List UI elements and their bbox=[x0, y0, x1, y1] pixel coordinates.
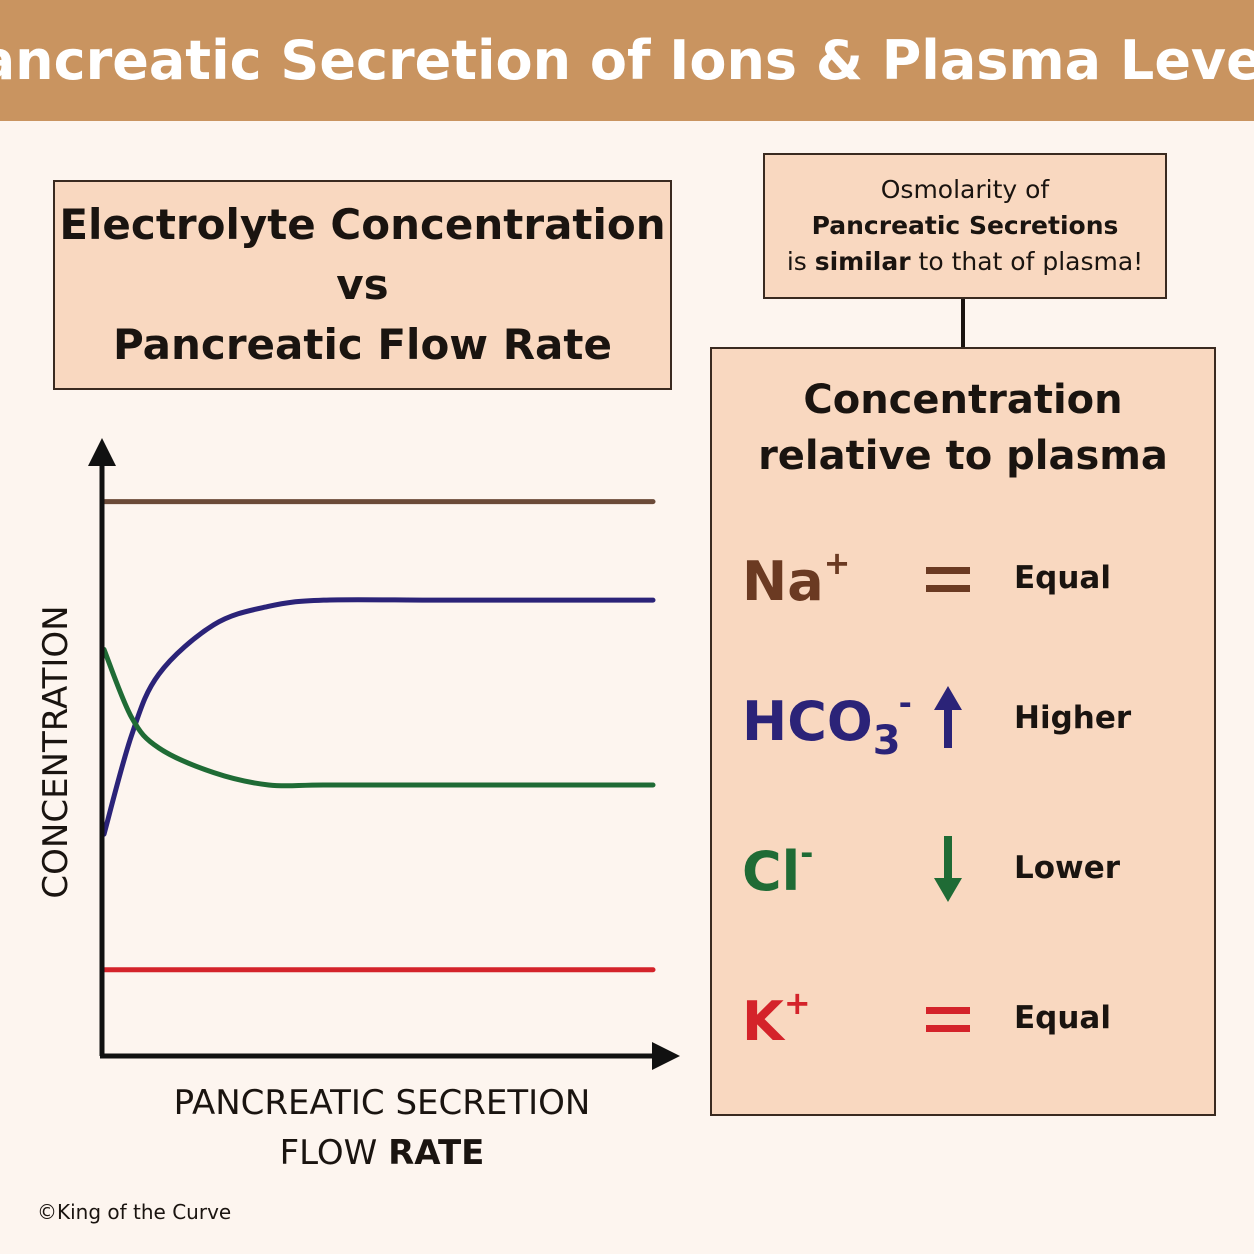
ion-symbol-potassium: K+ bbox=[742, 984, 811, 1053]
equals-icon bbox=[926, 1007, 970, 1032]
osmolarity-line2: Pancreatic Secretions bbox=[811, 211, 1119, 240]
arrow-up-icon bbox=[934, 686, 962, 748]
ion-symbol-bicarbonate: HCO3- bbox=[742, 684, 912, 764]
ion-symbol-chloride: Cl- bbox=[742, 834, 814, 903]
osmolarity-note: Osmolarity of Pancreatic Secretions is s… bbox=[763, 153, 1167, 299]
x-axis-label: PANCREATIC SECRETION FLOW RATE bbox=[173, 1083, 591, 1173]
chart-title-line2: vs bbox=[336, 260, 389, 309]
ion-label-sodium: Equal bbox=[1014, 560, 1111, 596]
relative-panel-title: Concentration relative to plasma bbox=[758, 377, 1168, 479]
arrow-down-icon bbox=[934, 836, 962, 902]
series-line-hco3 bbox=[101, 597, 656, 837]
chart-title-box: Electrolyte Concentration vs Pancreatic … bbox=[53, 180, 672, 390]
ion-row-bicarbonate: HCO3- Higher bbox=[710, 680, 1216, 764]
series-layer bbox=[101, 499, 656, 973]
copyright-text: ©King of the Curve bbox=[37, 1200, 232, 1224]
osmolarity-line3: is similar to that of plasma! bbox=[786, 247, 1144, 276]
osmolarity-line1: Osmolarity of bbox=[880, 175, 1050, 204]
ion-label-chloride: Lower bbox=[1014, 850, 1121, 886]
y-axis-arrow-icon bbox=[88, 438, 116, 466]
header-banner: Pancreatic Secretion of Ions & Plasma Le… bbox=[0, 0, 1254, 121]
y-axis-label: CONCENTRATION bbox=[36, 605, 76, 899]
ion-label-potassium: Equal bbox=[1014, 1000, 1111, 1036]
ion-row-chloride: Cl- Lower bbox=[710, 830, 1216, 910]
ion-row-potassium: K+ Equal bbox=[710, 980, 1216, 1060]
similar-emphasis: similar bbox=[814, 247, 911, 276]
ion-row-sodium: Na+ Equal bbox=[710, 540, 1216, 620]
ion-symbol-sodium: Na+ bbox=[742, 544, 851, 613]
connector-line bbox=[961, 299, 965, 347]
page-title: Pancreatic Secretion of Ions & Plasma Le… bbox=[0, 29, 1254, 92]
chart-title-line1: Electrolyte Concentration bbox=[59, 200, 666, 249]
ion-label-bicarbonate: Higher bbox=[1014, 700, 1132, 736]
x-axis-arrow-icon bbox=[652, 1042, 680, 1070]
relative-concentration-panel bbox=[710, 347, 1216, 1116]
series-line-cl bbox=[101, 646, 656, 789]
chart-title-line3: Pancreatic Flow Rate bbox=[113, 320, 612, 369]
equals-icon bbox=[926, 567, 970, 592]
